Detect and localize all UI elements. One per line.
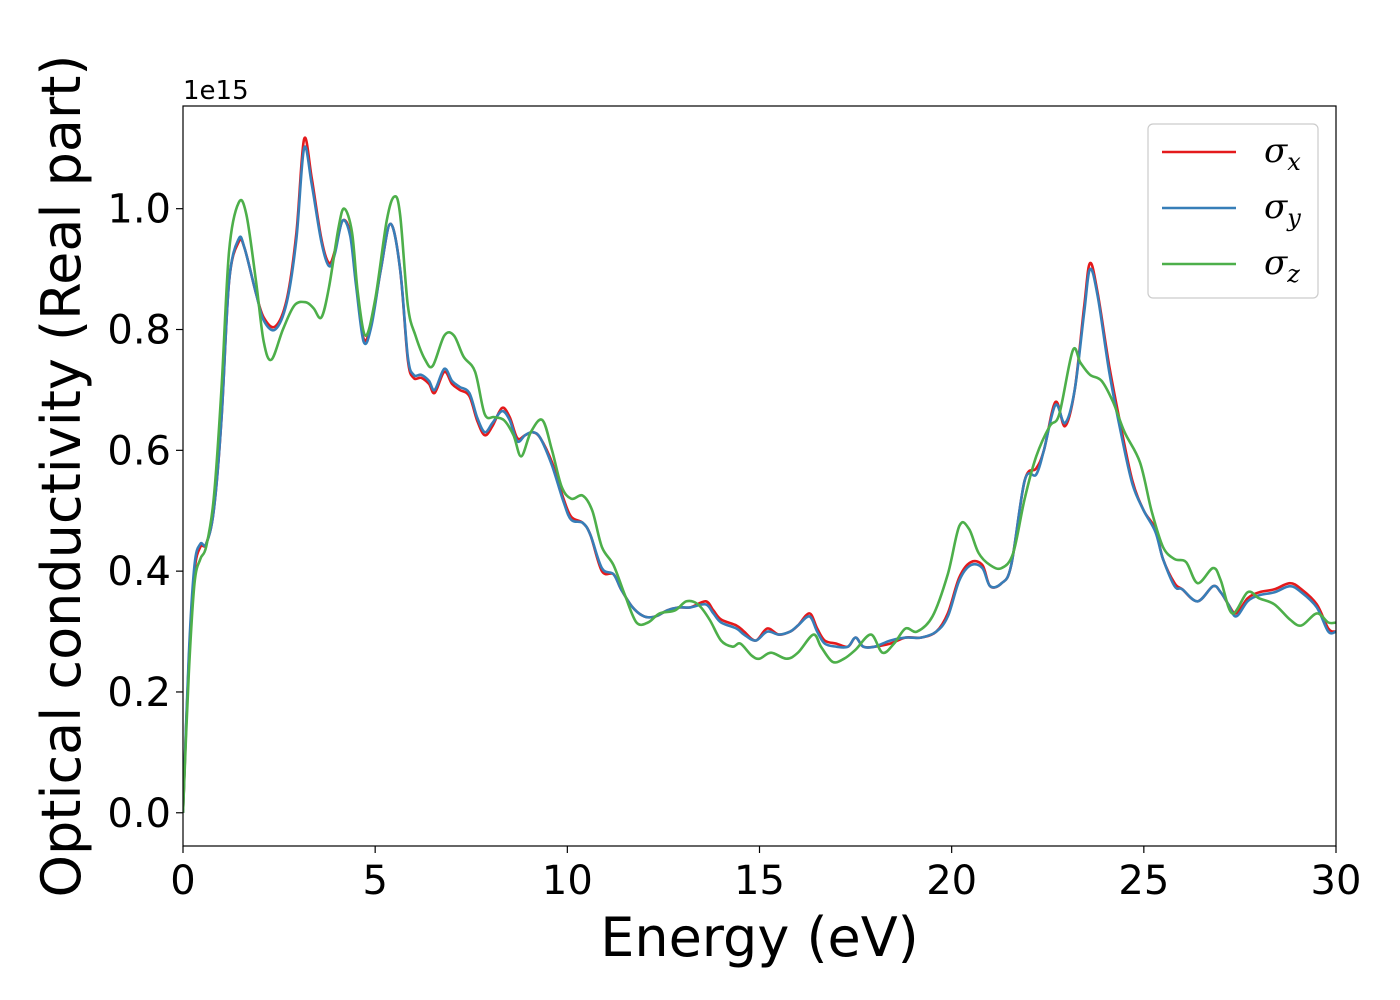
x-axis: 0 5 10 15 20 25 30 [170, 846, 1361, 904]
x-tick-label: 30 [1311, 858, 1362, 904]
x-tick-label: 15 [734, 858, 785, 904]
x-tick-label: 25 [1118, 858, 1169, 904]
y-tick-label: 0.0 [107, 791, 171, 837]
legend-box [1147, 123, 1319, 299]
x-tick-label: 0 [170, 858, 195, 904]
legend: σx σy σz [1147, 123, 1319, 299]
x-tick-label: 5 [362, 858, 387, 904]
y-tick-label: 1.0 [107, 187, 171, 233]
y-axis-label: Optical conductivity (Real part) [30, 55, 93, 898]
y-tick-label: 0.8 [107, 308, 171, 354]
y-offset-text: 1e15 [183, 76, 249, 106]
x-axis-label: Energy (eV) [600, 906, 919, 969]
series-line-sigma-z [183, 195, 1336, 813]
y-tick-label: 0.2 [107, 670, 171, 716]
legend-label-sigma-y: σy [1264, 187, 1301, 232]
legend-label-sigma-x: σx [1264, 131, 1301, 176]
y-tick-label: 0.6 [107, 428, 171, 474]
x-tick-label: 10 [542, 858, 593, 904]
x-tick-label: 20 [926, 858, 977, 904]
y-tick-label: 0.4 [107, 549, 171, 595]
y-axis: 0.0 0.2 0.4 0.6 0.8 1.0 [107, 187, 183, 837]
legend-label-sigma-z: σz [1264, 243, 1300, 288]
